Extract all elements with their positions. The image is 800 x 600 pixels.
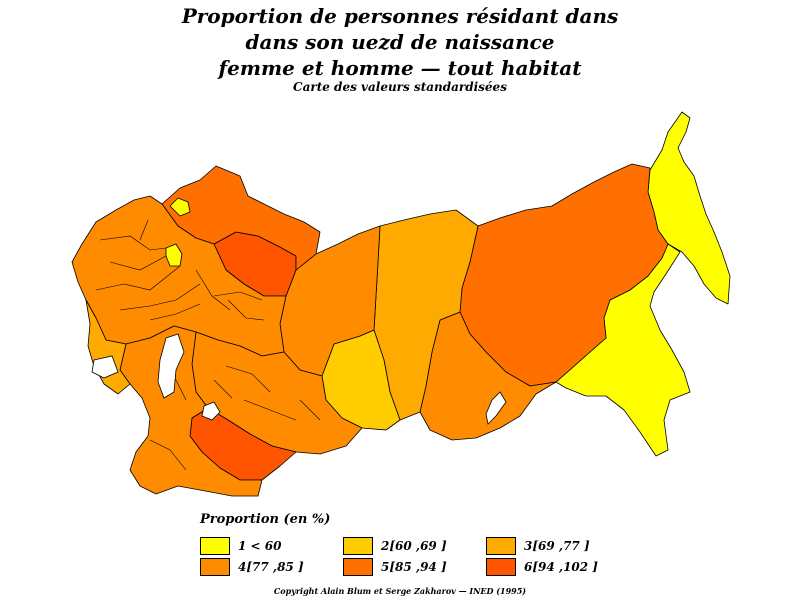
caspian-sea bbox=[157, 333, 185, 399]
legend-swatch-6 bbox=[486, 558, 516, 576]
copyright-notice: Copyright Alain Blum et Serge Zakharov —… bbox=[273, 586, 527, 596]
legend-swatch-3 bbox=[486, 537, 516, 555]
region-european-north bbox=[161, 165, 321, 271]
boundary-lines-asia bbox=[149, 359, 321, 471]
legend-swatch-1 bbox=[200, 537, 230, 555]
baikal-lake bbox=[485, 391, 507, 425]
legend-swatch-5 bbox=[343, 558, 373, 576]
legend-swatch-4 bbox=[200, 558, 230, 576]
boundary-lines-europe bbox=[95, 219, 265, 321]
map-title-line-1: Proportion de personnes résidant dans bbox=[181, 4, 619, 28]
legend-label-1: 1 < 60 bbox=[238, 539, 282, 553]
region-white-sea-enclave bbox=[169, 197, 191, 217]
legend-title: Proportion (en %) bbox=[200, 512, 331, 527]
map-title-line-3: femme et homme — tout habitat bbox=[218, 56, 582, 80]
legend-label-2: 2[60 ,69 ] bbox=[381, 539, 447, 553]
legend-label-6: 6[94 ,102 ] bbox=[524, 560, 598, 574]
map-subtitle: Carte des valeurs standardisées bbox=[293, 80, 507, 94]
legend-swatch-2 bbox=[343, 537, 373, 555]
legend-label-3: 3[69 ,77 ] bbox=[524, 539, 590, 553]
legend-label-5: 5[85 ,94 ] bbox=[381, 560, 447, 574]
region-caucasus bbox=[119, 325, 263, 497]
black-sea bbox=[91, 355, 119, 379]
aral-sea bbox=[201, 401, 221, 421]
legend-label-4: 4[77 ,85 ] bbox=[238, 560, 304, 574]
map-title-line-2: dans son uezd de naissance bbox=[245, 30, 555, 54]
